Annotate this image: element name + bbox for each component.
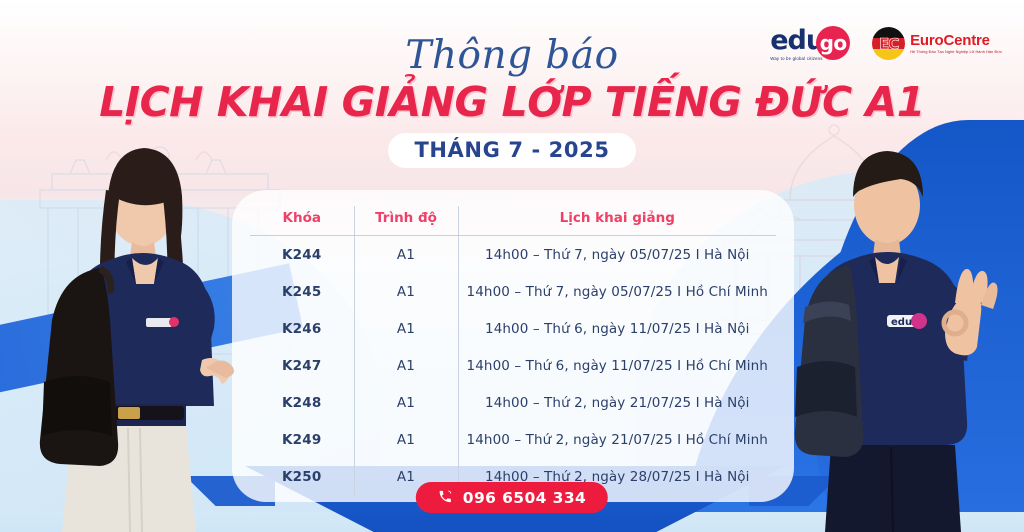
poster-header: Thông báo LỊCH KHAI GIẢNG LỚP TIẾNG ĐỨC … [0, 33, 1024, 169]
svg-text:edu: edu [891, 317, 912, 328]
column-header-course: Khóa [250, 206, 355, 236]
month-badge: THÁNG 7 - 2025 [388, 133, 636, 169]
phone-contact-badge[interactable]: 096 6504 334 [415, 482, 609, 513]
logo-group: edu Way to be global citizens go EC Euro… [770, 26, 1002, 61]
phone-icon [438, 489, 453, 507]
table-row: K244 A1 14h00 – Thứ 7, ngày 05/07/25 I H… [250, 235, 776, 273]
table-row: K249 A1 14h00 – Thứ 2, ngày 21/07/25 I H… [250, 421, 776, 458]
cell-level: A1 [354, 421, 459, 458]
eurocentre-mark: EC [878, 34, 900, 53]
cell-level: A1 [354, 273, 459, 310]
page-title: LỊCH KHAI GIẢNG LỚP TIẾNG ĐỨC A1 [99, 78, 925, 126]
edugo-go-badge: go [816, 26, 851, 60]
table-row: K248 A1 14h00 – Thứ 2, ngày 21/07/25 I H… [250, 384, 776, 421]
table-row: K247 A1 14h00 – Thứ 6, ngày 11/07/25 I H… [250, 347, 776, 384]
eurocentre-logo-tagline: Hệ Thống Đào Tạo Nghề Nghiệp Lữ Hành Hàn… [910, 50, 1002, 54]
cell-schedule: 14h00 – Thứ 6, ngày 11/07/25 I Hồ Chí Mi… [466, 357, 768, 374]
cell-course: K246 [250, 310, 355, 347]
table-row: K246 A1 14h00 – Thứ 6, ngày 11/07/25 I H… [250, 310, 776, 347]
eurocentre-logo-text: EuroCentre [910, 32, 990, 49]
cell-course: K249 [250, 421, 355, 458]
cell-schedule: 14h00 – Thứ 7, ngày 05/07/25 I Hồ Chí Mi… [466, 283, 768, 300]
column-header-level: Trình độ [354, 206, 459, 236]
table-header-row: Khóa Trình độ Lịch khai giảng [250, 206, 776, 236]
cell-course: K244 [250, 235, 355, 273]
edugo-logo: edu Way to be global citizens go [770, 25, 851, 61]
cell-schedule: 14h00 – Thứ 7, ngày 05/07/25 I Hà Nội [485, 246, 750, 263]
cell-schedule: 14h00 – Thứ 2, ngày 21/07/25 I Hồ Chí Mi… [466, 431, 768, 448]
phone-number: 096 6504 334 [462, 488, 587, 507]
student-photo-left [39, 148, 234, 532]
eurocentre-logo: EC EuroCentre Hệ Thống Đào Tạo Nghề Nghi… [872, 27, 1002, 60]
cell-level: A1 [354, 384, 459, 421]
cell-level: A1 [354, 347, 459, 384]
schedule-table: Khóa Trình độ Lịch khai giảng K244 A1 14… [250, 206, 776, 495]
cell-course: K245 [250, 273, 355, 310]
cell-course: K250 [250, 458, 355, 495]
cell-course: K247 [250, 347, 355, 384]
script-title: Thông báo [405, 33, 619, 78]
cell-level: A1 [354, 310, 459, 347]
student-photo-right: edu [794, 151, 998, 532]
table-row: K245 A1 14h00 – Thứ 7, ngày 05/07/25 I H… [250, 273, 776, 310]
cell-schedule: 14h00 – Thứ 2, ngày 21/07/25 I Hà Nội [485, 394, 750, 411]
column-header-schedule: Lịch khai giảng [458, 206, 776, 236]
cell-schedule: 14h00 – Thứ 6, ngày 11/07/25 I Hà Nội [485, 320, 750, 337]
cell-level: A1 [354, 235, 459, 273]
schedule-card: Khóa Trình độ Lịch khai giảng K244 A1 14… [232, 190, 794, 502]
cell-schedule: 14h00 – Thứ 2, ngày 28/07/25 I Hà Nội [485, 468, 750, 485]
cell-course: K248 [250, 384, 355, 421]
edugo-logo-tagline: Way to be global citizens [770, 56, 823, 61]
german-flag-icon: EC [872, 27, 906, 60]
edugo-logo-text: edu [770, 25, 825, 57]
